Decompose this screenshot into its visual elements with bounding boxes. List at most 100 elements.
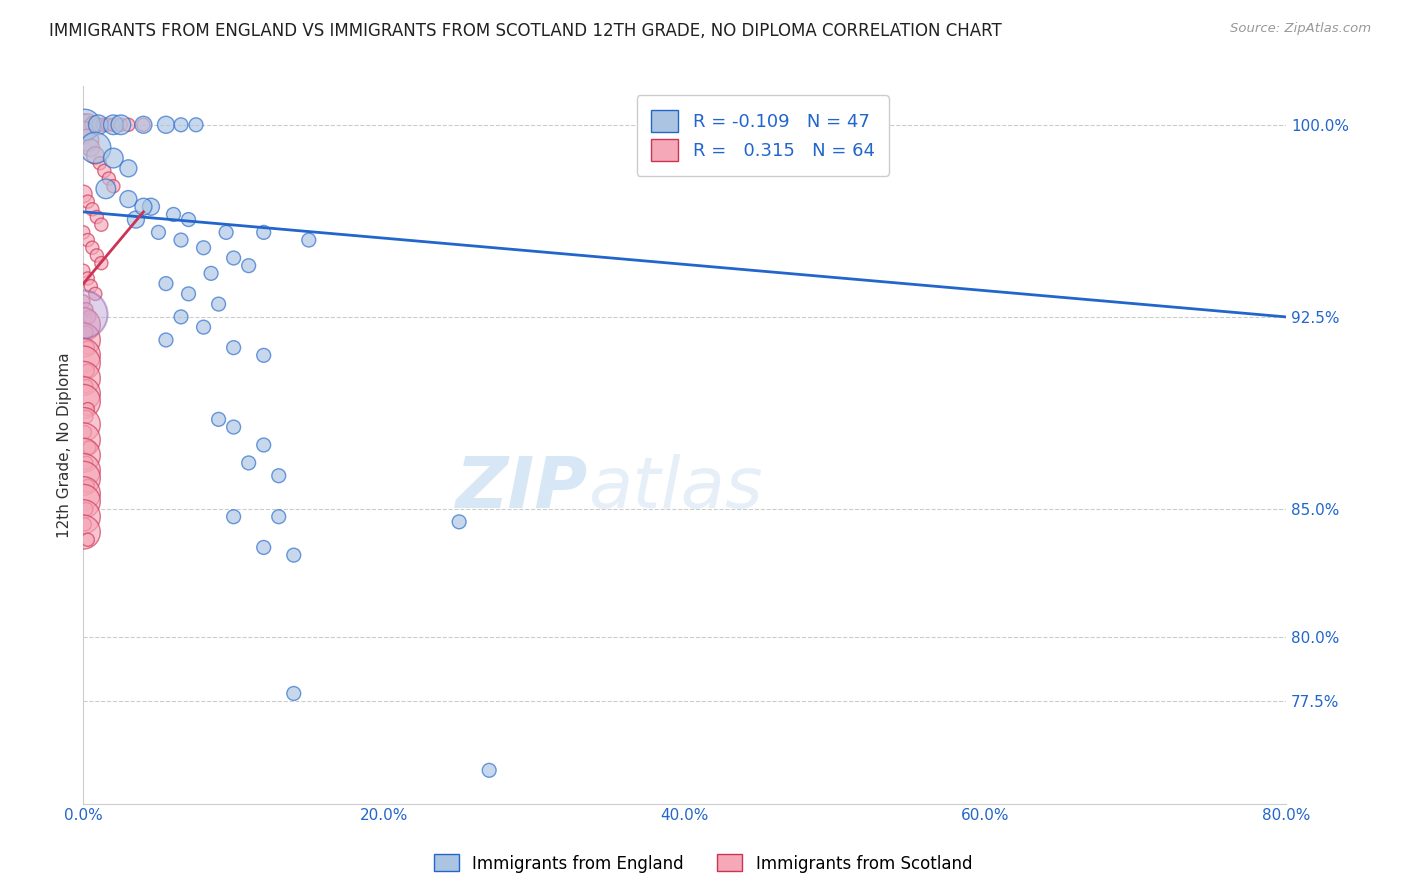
Point bbox=[222, 341, 245, 355]
Point bbox=[132, 200, 155, 214]
Point bbox=[177, 212, 200, 227]
Point bbox=[207, 412, 229, 426]
Y-axis label: 12th Grade, No Diploma: 12th Grade, No Diploma bbox=[58, 352, 72, 538]
Point bbox=[215, 226, 238, 240]
Point bbox=[222, 251, 245, 265]
Point bbox=[155, 118, 177, 132]
Text: ZIP: ZIP bbox=[456, 453, 589, 523]
Point bbox=[72, 494, 94, 508]
Point bbox=[75, 302, 97, 317]
Legend: R = -0.109   N = 47, R =   0.315   N = 64: R = -0.109 N = 47, R = 0.315 N = 64 bbox=[637, 95, 889, 176]
Point bbox=[253, 226, 276, 240]
Point bbox=[253, 348, 276, 362]
Point bbox=[72, 264, 94, 278]
Point bbox=[84, 286, 107, 301]
Point bbox=[75, 409, 97, 424]
Point bbox=[79, 310, 101, 324]
Point bbox=[148, 226, 170, 240]
Point bbox=[72, 348, 94, 362]
Point bbox=[132, 118, 155, 132]
Point bbox=[193, 320, 215, 334]
Point bbox=[72, 386, 94, 401]
Point bbox=[87, 118, 110, 132]
Point bbox=[200, 266, 222, 280]
Point bbox=[238, 456, 260, 470]
Point bbox=[93, 164, 115, 178]
Point bbox=[76, 341, 98, 355]
Point bbox=[72, 226, 94, 240]
Point bbox=[73, 425, 96, 440]
Point bbox=[82, 202, 104, 217]
Point bbox=[73, 118, 96, 132]
Point bbox=[97, 171, 120, 186]
Point bbox=[91, 118, 114, 132]
Point bbox=[72, 371, 94, 385]
Point bbox=[283, 686, 305, 700]
Point bbox=[75, 456, 97, 470]
Point bbox=[117, 192, 139, 206]
Point bbox=[103, 179, 125, 194]
Point bbox=[170, 310, 193, 324]
Point bbox=[139, 200, 162, 214]
Point bbox=[72, 448, 94, 462]
Point bbox=[84, 141, 107, 155]
Point bbox=[72, 318, 94, 332]
Point bbox=[155, 277, 177, 291]
Point bbox=[72, 486, 94, 500]
Point bbox=[80, 279, 103, 293]
Point bbox=[90, 256, 112, 270]
Point bbox=[222, 509, 245, 524]
Point bbox=[72, 417, 94, 432]
Point bbox=[155, 333, 177, 347]
Point bbox=[170, 233, 193, 247]
Point bbox=[76, 233, 98, 247]
Point bbox=[222, 420, 245, 434]
Point bbox=[170, 118, 193, 132]
Text: IMMIGRANTS FROM ENGLAND VS IMMIGRANTS FROM SCOTLAND 12TH GRADE, NO DIPLOMA CORRE: IMMIGRANTS FROM ENGLAND VS IMMIGRANTS FR… bbox=[49, 22, 1002, 40]
Point bbox=[184, 118, 207, 132]
Point bbox=[72, 525, 94, 540]
Point bbox=[76, 479, 98, 493]
Point bbox=[75, 502, 97, 516]
Point bbox=[80, 141, 103, 155]
Point bbox=[207, 297, 229, 311]
Point bbox=[76, 402, 98, 417]
Point bbox=[96, 118, 118, 132]
Point bbox=[76, 533, 98, 547]
Legend: Immigrants from England, Immigrants from Scotland: Immigrants from England, Immigrants from… bbox=[427, 847, 979, 880]
Point bbox=[132, 118, 155, 132]
Point bbox=[94, 182, 117, 196]
Point bbox=[72, 307, 94, 321]
Point bbox=[83, 118, 105, 132]
Point bbox=[478, 764, 501, 778]
Point bbox=[253, 541, 276, 555]
Point bbox=[162, 207, 184, 221]
Point bbox=[72, 471, 94, 485]
Point bbox=[267, 509, 290, 524]
Point bbox=[72, 126, 94, 140]
Point bbox=[72, 118, 94, 132]
Point bbox=[110, 118, 132, 132]
Point bbox=[73, 517, 96, 532]
Point bbox=[72, 394, 94, 409]
Point bbox=[238, 259, 260, 273]
Point bbox=[86, 210, 108, 224]
Point bbox=[72, 333, 94, 347]
Point bbox=[76, 194, 98, 209]
Point bbox=[79, 441, 101, 455]
Point bbox=[84, 148, 107, 162]
Point bbox=[76, 364, 98, 378]
Point bbox=[103, 151, 125, 165]
Point bbox=[125, 212, 148, 227]
Point bbox=[103, 118, 125, 132]
Point bbox=[177, 286, 200, 301]
Point bbox=[76, 133, 98, 147]
Point bbox=[283, 548, 305, 562]
Point bbox=[72, 356, 94, 370]
Point bbox=[75, 379, 97, 393]
Point bbox=[86, 248, 108, 262]
Point bbox=[76, 118, 98, 132]
Point bbox=[72, 433, 94, 447]
Point bbox=[117, 118, 139, 132]
Point bbox=[253, 438, 276, 452]
